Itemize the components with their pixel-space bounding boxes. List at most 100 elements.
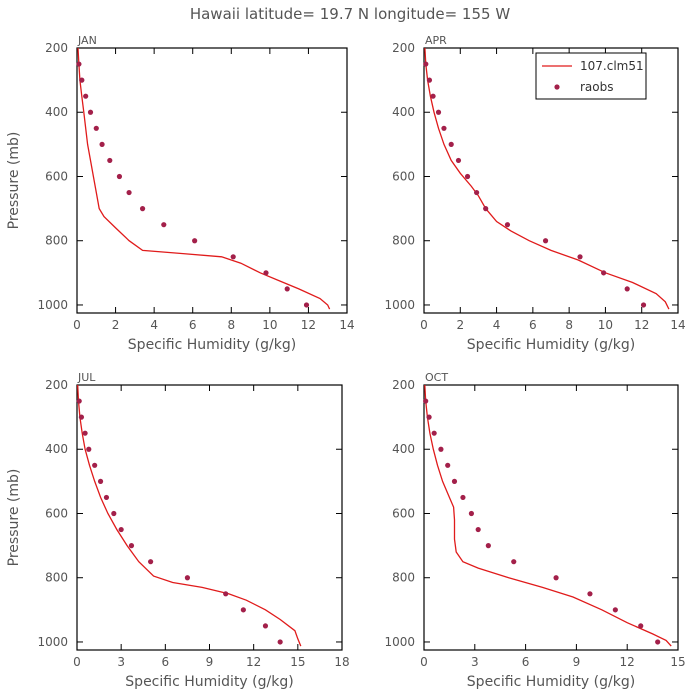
raobs-point xyxy=(86,446,92,452)
x-tick-label: 4 xyxy=(150,318,158,332)
raobs-point xyxy=(448,141,454,147)
x-axis-label: Specific Humidity (g/kg) xyxy=(467,674,635,690)
raobs-point xyxy=(435,109,442,115)
raobs-point xyxy=(485,543,491,549)
y-axis-label: Pressure (mb) xyxy=(6,469,22,567)
raobs-point xyxy=(99,141,105,147)
raobs-point xyxy=(542,238,549,244)
panel-label: OCT xyxy=(425,371,448,384)
raobs-point xyxy=(262,623,269,629)
raobs-point xyxy=(103,494,110,501)
panel-label: APR xyxy=(425,34,447,47)
x-tick-label: 10 xyxy=(262,318,277,332)
x-tick-label: 18 xyxy=(334,655,349,669)
panel-jul: JUL 200 400 600 800 1000 0 3 6 9 12 15 18 Specific Hu… xyxy=(6,371,350,690)
y-tick-label: 200 xyxy=(45,41,68,55)
x-axis-label: Specific Humidity (g/kg) xyxy=(128,337,296,353)
raobs-point xyxy=(430,93,436,99)
y-tick-label: 1000 xyxy=(37,298,68,312)
raobs-point xyxy=(455,157,462,164)
x-tick-label: 9 xyxy=(206,655,214,669)
y-tick-label: 400 xyxy=(45,105,68,119)
x-tick-label: 6 xyxy=(529,318,537,332)
raobs-point xyxy=(451,478,458,484)
y-tick-label: 200 xyxy=(392,378,415,392)
panel-label: JUL xyxy=(77,371,96,384)
raobs-point xyxy=(431,430,437,436)
legend-entry-raobs: raobs xyxy=(580,80,614,94)
x-tick-label: 12 xyxy=(620,655,635,669)
raobs-point xyxy=(423,61,429,67)
y-tick-label: 1000 xyxy=(37,635,68,649)
raobs-point xyxy=(601,270,607,276)
raobs-point xyxy=(139,206,146,212)
x-tick-label: 12 xyxy=(301,318,316,332)
raobs-point xyxy=(468,510,475,517)
y-tick-label: 600 xyxy=(45,169,68,183)
raobs-point xyxy=(83,93,89,99)
raobs-point xyxy=(504,222,511,228)
raobs-point xyxy=(284,286,290,292)
raobs-point xyxy=(76,61,82,67)
plot-frame xyxy=(423,384,679,651)
raobs-point xyxy=(612,607,618,613)
x-tick-label: 9 xyxy=(573,655,581,669)
raobs-point xyxy=(78,414,85,420)
raobs-point xyxy=(460,494,466,501)
x-axis-label: Specific Humidity (g/kg) xyxy=(125,674,293,690)
y-tick-label: 400 xyxy=(392,442,415,456)
y-tick-label: 600 xyxy=(45,506,68,520)
x-tick-label: 15 xyxy=(290,655,305,669)
raobs-point xyxy=(445,462,451,468)
raobs-point xyxy=(97,478,104,484)
x-tick-label: 14 xyxy=(670,318,685,332)
y-tick-label: 600 xyxy=(392,169,415,183)
plot-frame xyxy=(76,384,343,651)
raobs-point xyxy=(223,591,229,597)
y-tick-label: 400 xyxy=(45,442,68,456)
panel-label: JAN xyxy=(77,34,97,47)
raobs-point xyxy=(423,398,429,404)
legend: 107.clm51 raobs xyxy=(535,52,647,100)
raobs-point xyxy=(483,206,489,212)
raobs-point xyxy=(240,607,246,613)
x-tick-label: 2 xyxy=(112,318,120,332)
raobs-point xyxy=(464,173,471,180)
x-axis-label: Specific Humidity (g/kg) xyxy=(467,337,635,353)
panel-jan: JAN 200 400 600 800 1000 0 2 4 6 8 10 12 14 Specific H… xyxy=(6,34,355,353)
x-tick-label: 12 xyxy=(246,655,261,669)
raobs-point xyxy=(93,125,99,131)
x-tick-label: 2 xyxy=(456,318,464,332)
legend-dot-swatch xyxy=(554,84,560,90)
legend-box xyxy=(535,52,647,100)
raobs-point xyxy=(116,173,123,180)
x-tick-label: 14 xyxy=(339,318,354,332)
y-tick-label: 800 xyxy=(45,234,68,248)
raobs-point xyxy=(118,526,124,533)
raobs-point xyxy=(126,189,132,196)
raobs-point xyxy=(87,109,94,115)
x-tick-label: 0 xyxy=(420,655,428,669)
raobs-point xyxy=(640,302,647,308)
series-line-107-clm51 xyxy=(77,384,302,647)
y-tick-label: 400 xyxy=(392,105,415,119)
raobs-point xyxy=(577,254,583,260)
y-tick-label: 200 xyxy=(392,41,415,55)
raobs-point xyxy=(441,125,447,131)
plot-frame xyxy=(76,47,348,314)
raobs-point xyxy=(82,430,88,436)
x-tick-label: 0 xyxy=(73,318,81,332)
raobs-point xyxy=(107,157,113,164)
raobs-point xyxy=(92,462,98,468)
raobs-point xyxy=(148,559,154,565)
raobs-point xyxy=(426,77,433,83)
x-tick-label: 6 xyxy=(162,655,170,669)
raobs-point xyxy=(128,543,135,549)
raobs-point xyxy=(184,575,191,581)
raobs-point xyxy=(111,510,117,517)
raobs-point xyxy=(277,639,283,645)
raobs-point xyxy=(474,189,480,196)
raobs-point xyxy=(553,575,559,581)
figure-title: Hawaii latitude= 19.7 N longitude= 155 W xyxy=(190,5,510,23)
